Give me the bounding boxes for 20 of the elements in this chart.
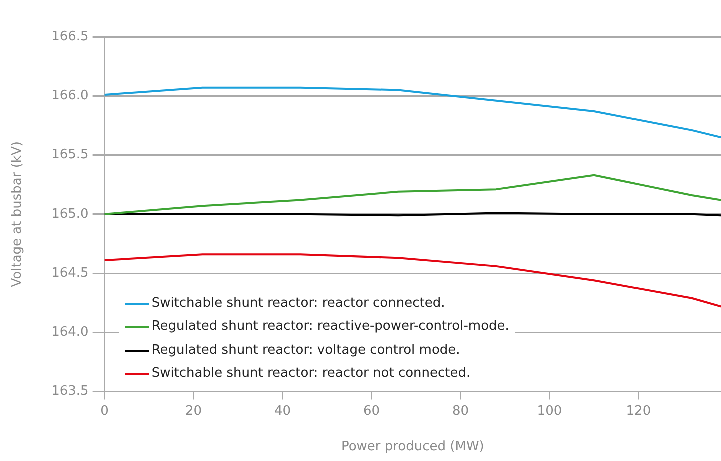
- y-axis-title: Voltage at busbar (kV): [10, 142, 26, 288]
- legend-label: Regulated shunt reactor: voltage control mode.: [152, 342, 460, 360]
- x-axis-title: Power produced (MW): [341, 440, 484, 455]
- y-tick-label: 165.5: [52, 148, 89, 163]
- x-tick-label: 80: [452, 404, 470, 419]
- y-tick-label: 164.5: [52, 266, 89, 281]
- x-tick-label: 60: [363, 404, 380, 419]
- y-tick-label: 166.5: [52, 29, 89, 44]
- y-tick-label: 165.0: [52, 206, 89, 222]
- y-tick-label: 163.5: [52, 384, 89, 400]
- y-tick-label: 164.0: [52, 325, 89, 340]
- x-tick-label: 0: [100, 404, 109, 419]
- x-tick-label: 20: [186, 404, 202, 419]
- legend-label: Regulated shunt reactor: reactive-power-control-mode.: [152, 318, 510, 336]
- legend-label: Switchable shunt reactor: reactor connected.: [152, 294, 446, 313]
- y-tick-label: 166.0: [52, 88, 89, 104]
- x-tick-label: 100: [537, 404, 562, 419]
- legend-label: Switchable shunt reactor: reactor not connected.: [152, 365, 471, 384]
- x-tick-label: 120: [626, 404, 652, 419]
- x-tick-label: 40: [274, 404, 292, 419]
